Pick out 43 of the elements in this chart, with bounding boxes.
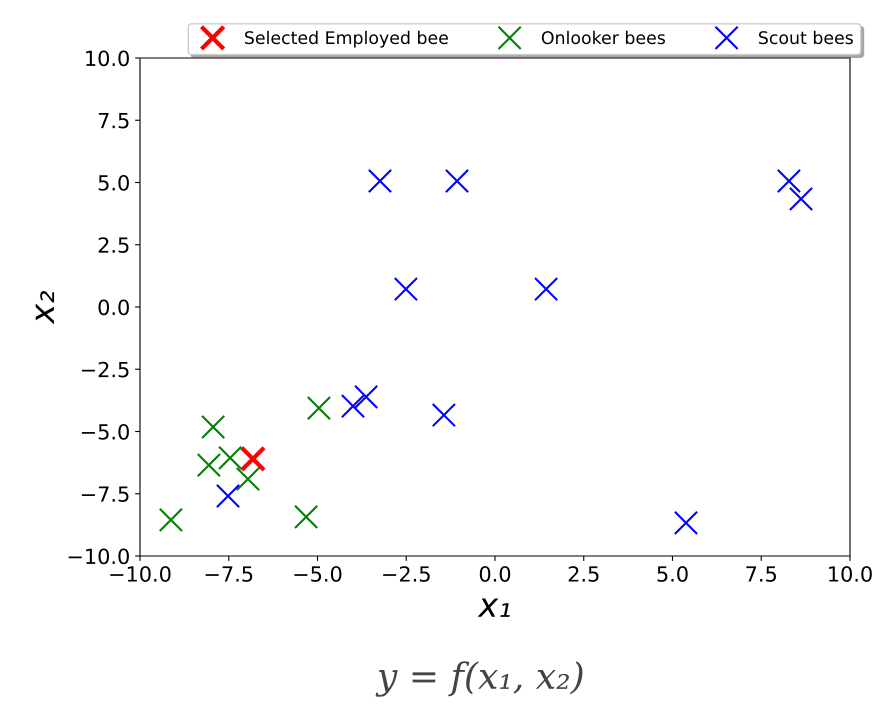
point — [196, 452, 222, 478]
point — [236, 466, 260, 492]
y-tick-label: 2.5 — [98, 237, 128, 253]
x-tick-label: −2.5 — [383, 566, 430, 582]
legend-label: Onlooker bees — [542, 30, 665, 44]
legend-label: Selected Employed bee — [245, 30, 448, 48]
y-tick-label: 7.5 — [98, 112, 128, 128]
point — [240, 446, 266, 472]
point — [200, 414, 226, 440]
point — [432, 402, 456, 428]
x-tick-label: 10.0 — [829, 566, 872, 582]
point — [394, 276, 418, 302]
point — [534, 276, 558, 302]
y-tick-label: −2.5 — [82, 362, 128, 378]
y-tick-label: 0.0 — [98, 299, 129, 316]
point — [306, 396, 332, 420]
x-axis-title: x₁ — [478, 598, 510, 617]
y-tick-label: −10.0 — [68, 548, 129, 564]
x-tick-label: 2.5 — [568, 566, 598, 582]
x-tick-label: −5.0 — [294, 566, 342, 582]
x-tick-label: −7.5 — [206, 566, 252, 582]
x-tick-label: 7.5 — [746, 566, 776, 582]
point — [776, 168, 802, 194]
legend-label: Scout bees — [758, 30, 853, 44]
x-tick-label: 5.0 — [658, 566, 688, 582]
point — [218, 446, 242, 470]
text: y = f(x₁, x₂) — [376, 661, 582, 697]
point — [674, 510, 698, 536]
point — [158, 508, 184, 532]
point — [340, 394, 366, 418]
point — [788, 186, 814, 212]
y-tick-label: 5.0 — [98, 174, 129, 191]
point — [444, 168, 470, 194]
x-tick-label: −10.0 — [110, 566, 171, 582]
point — [354, 384, 378, 410]
point — [294, 504, 318, 530]
y-tick-label: −5.0 — [82, 424, 129, 440]
point — [216, 484, 240, 508]
y-axis-title: x₂ — [36, 290, 54, 324]
y-tick-label: −7.5 — [82, 486, 128, 502]
x-tick-label: 0.0 — [480, 566, 510, 582]
point — [368, 168, 392, 194]
y-tick-label: 10.0 — [86, 50, 129, 66]
